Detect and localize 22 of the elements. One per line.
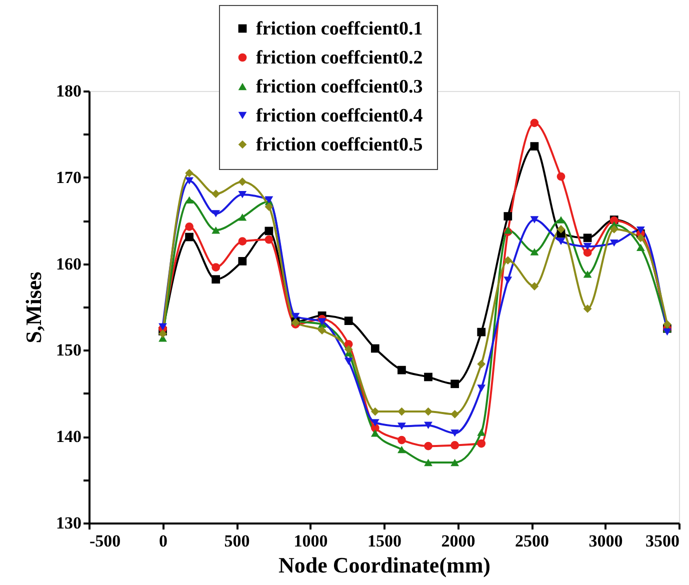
y-tick-label: 180 xyxy=(56,82,82,100)
legend-label: friction coeffcient0.2 xyxy=(256,48,423,68)
x-axis-title: Node Coordinate(mm) xyxy=(278,552,491,578)
x-tick-label: 500 xyxy=(224,532,250,550)
legend-label: friction coeffcient0.5 xyxy=(256,134,423,156)
x-tick-label: -500 xyxy=(90,532,121,550)
y-tick-label: 170 xyxy=(56,168,82,187)
x-tick-label: 3000 xyxy=(588,532,623,550)
x-tick-label: 3500 xyxy=(646,532,680,550)
x-tick-label: 0 xyxy=(159,532,168,550)
legend-label: friction coeffcient0.4 xyxy=(256,106,424,126)
y-tick-label: 130 xyxy=(56,514,82,532)
x-tick-label: 2000 xyxy=(441,532,476,550)
y-tick-label: 150 xyxy=(56,340,82,360)
x-tick-label: 2500 xyxy=(515,532,549,550)
legend-label: friction coeffcient0.3 xyxy=(256,76,423,98)
legend-label: friction coeffcient0.1 xyxy=(256,18,423,40)
y-tick-label: 160 xyxy=(56,254,82,274)
x-tick-label: 1000 xyxy=(294,532,328,550)
x-tick-label: 1500 xyxy=(368,532,402,550)
y-axis-title: S,Mises xyxy=(21,271,46,344)
y-tick-label: 140 xyxy=(56,427,82,446)
